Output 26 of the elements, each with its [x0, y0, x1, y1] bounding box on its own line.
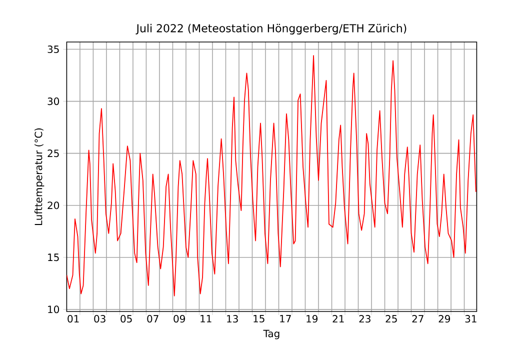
- x-tick-label: 11: [200, 315, 212, 322]
- y-tick-label: 30: [48, 98, 60, 106]
- x-tick-label: 23: [359, 315, 370, 323]
- x-tick-label: 09: [174, 315, 185, 323]
- x-tick-label: 19: [306, 315, 318, 323]
- x-tick-label: 25: [386, 315, 397, 323]
- x-axis-title: Tag: [263, 330, 280, 340]
- x-tick-label: 27: [412, 315, 424, 322]
- x-tick-label: 01: [68, 315, 79, 323]
- x-tick-label: 07: [147, 315, 158, 323]
- x-tick-label: 21: [332, 315, 344, 322]
- x-tick-label: 03: [94, 315, 106, 323]
- y-tick-label: 10: [48, 306, 60, 314]
- y-tick-label: 25: [48, 150, 59, 158]
- y-tick-label: 35: [48, 46, 59, 54]
- line-series: [66, 55, 476, 296]
- x-tick-label: 17: [280, 315, 291, 322]
- y-tick-label: 15: [48, 254, 59, 262]
- y-axis-title: Lufttemperatur (°C): [34, 128, 44, 226]
- chart-title: Juli 2022 (Meteostation Hönggerberg/ETH Zürich): [136, 24, 406, 34]
- x-tick-label: 29: [438, 315, 450, 323]
- x-tick-label: 05: [120, 315, 132, 323]
- x-tick-label: 15: [254, 315, 264, 322]
- x-tick-label: 31: [465, 315, 476, 323]
- y-tick-label: 20: [48, 202, 60, 210]
- x-tick-label: 13: [227, 315, 238, 323]
